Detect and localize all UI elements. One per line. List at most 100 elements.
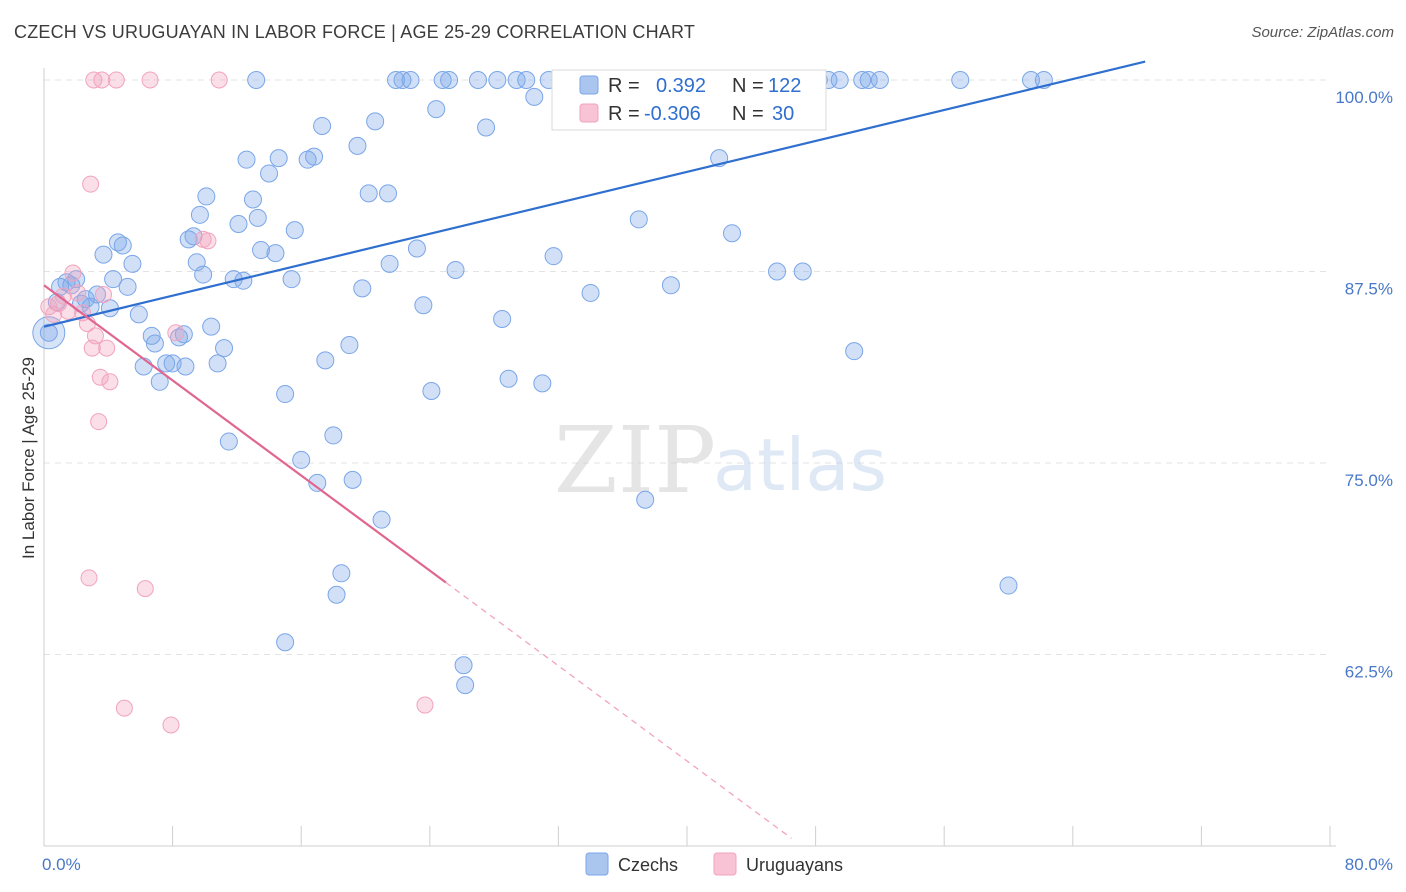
uruguayans-point-4 <box>59 302 77 320</box>
czechs-point-2 <box>51 277 70 296</box>
czechs-point-10 <box>94 245 113 264</box>
czechs-point-20 <box>145 334 164 353</box>
czechs-point-115 <box>845 342 864 361</box>
trend-lines <box>43 60 1146 839</box>
czechs-point-84 <box>525 87 544 106</box>
czechs-point-53 <box>308 473 327 492</box>
legend-bottom-czechs-swatch <box>585 852 609 876</box>
czechs-point-15 <box>118 277 137 296</box>
source-label: Source: ZipAtlas.com <box>1251 24 1394 41</box>
czechs-point-126 <box>456 676 475 695</box>
legend-czechs-r-label: R = <box>608 75 640 97</box>
legend-bottom-uruguayans-swatch <box>713 852 737 876</box>
axes <box>43 68 1336 847</box>
y-tick-label-2: 75.0% <box>1345 471 1393 490</box>
czechs-point-114 <box>830 71 849 89</box>
czechs-point-30 <box>190 205 209 224</box>
uruguayans-point-21 <box>416 696 434 714</box>
czechs-point-76 <box>454 656 473 675</box>
uruguayans-points <box>40 71 434 734</box>
czechs-point-116 <box>853 71 872 89</box>
czechs-point-77 <box>469 71 488 89</box>
czechs-point-87 <box>544 247 563 266</box>
legend-uruguayans-r: -0.306 <box>644 103 701 125</box>
legend-czechs-n-label: N = <box>732 75 764 97</box>
czechs-point-33 <box>202 317 221 336</box>
x-tick-label-0: 0.0% <box>42 855 81 874</box>
uruguayans-point-3 <box>54 287 72 305</box>
watermark-zip: ZIP <box>554 407 716 514</box>
stats-legend: R = 0.392 N = 122 R = -0.306 N = 30 <box>551 69 827 131</box>
legend-uruguayans-r-label: R = <box>608 103 640 125</box>
czechs-point-95 <box>636 490 655 509</box>
czechs-point-82 <box>507 71 526 89</box>
uruguayans-point-6 <box>69 284 87 302</box>
czechs-point-81 <box>499 369 518 388</box>
czechs-point-60 <box>348 136 367 155</box>
uruguayans-point-24 <box>199 232 217 250</box>
czechs-point-59 <box>343 470 362 489</box>
czechs-point-108 <box>768 262 787 281</box>
czechs-point-large <box>32 316 66 350</box>
czechs-point-54 <box>313 116 332 135</box>
uruguayans-point-18 <box>136 580 154 598</box>
uruguayans-point-29 <box>210 71 228 89</box>
y-axis-label: In Labor Force | Age 25-29 <box>19 357 38 559</box>
czechs-point-55 <box>316 351 335 370</box>
legend-uruguayans-n-label: N = <box>732 103 764 125</box>
uruguayans-point-5 <box>64 264 82 282</box>
legend-czechs-r: 0.392 <box>656 75 706 97</box>
czechs-point-98 <box>661 276 680 295</box>
uruguayans-point-20 <box>162 716 180 734</box>
czechs-points <box>32 71 1053 695</box>
czechs-point-78 <box>477 118 496 137</box>
czechs-point-124 <box>327 585 346 604</box>
czechs-point-69 <box>407 239 426 258</box>
czechs-point-16 <box>123 254 142 273</box>
uruguayans-point-22 <box>167 324 185 342</box>
czechs-point-79 <box>488 71 507 89</box>
czechs-point-34 <box>208 354 227 373</box>
czechs-point-63 <box>366 112 385 131</box>
czechs-point-66 <box>387 71 406 89</box>
czechs-point-41 <box>243 190 262 209</box>
uruguayans-point-15 <box>98 339 116 357</box>
czechs-point-91 <box>581 283 600 302</box>
czechs-point-43 <box>252 241 271 260</box>
uruguayans-trend-line <box>43 284 447 584</box>
czechs-point-74 <box>440 71 459 89</box>
uruguayans-point-11 <box>86 327 104 345</box>
czechs-point-31 <box>194 265 213 284</box>
czechs-point-22 <box>157 354 176 373</box>
czechs-trend-line <box>43 60 1146 328</box>
czechs-point-12 <box>104 270 123 289</box>
legend-czechs-n: 122 <box>768 75 801 97</box>
czechs-point-38 <box>229 215 248 234</box>
czechs-point-103 <box>723 224 742 243</box>
czechs-point-125 <box>276 633 295 652</box>
czechs-point-57 <box>332 564 351 583</box>
uruguayans-point-28 <box>141 71 159 89</box>
czechs-point-9 <box>88 285 107 304</box>
czechs-point-21 <box>150 372 169 391</box>
czechs-point-3 <box>57 273 76 292</box>
czechs-point-68 <box>401 71 420 89</box>
uruguayans-point-16 <box>101 373 119 391</box>
uruguayans-point-13 <box>91 368 109 386</box>
czechs-point-44 <box>260 164 279 183</box>
czechs-point-62 <box>359 184 378 203</box>
czechs-point-36 <box>219 432 238 451</box>
uruguayans-point-17 <box>80 569 98 587</box>
x-tick-labels: 0.0% 80.0% <box>42 855 1393 874</box>
chart-title: CZECH VS URUGUAYAN IN LABOR FORCE | AGE … <box>14 22 696 42</box>
czechs-point-118 <box>870 71 889 89</box>
uruguayans-point-12 <box>90 413 108 431</box>
uruguayans-trend-extension <box>445 581 792 839</box>
czechs-point-75 <box>446 260 465 279</box>
y-tick-labels: 100.0% 87.5% 75.0% 62.5% <box>1335 88 1393 682</box>
uruguayans-point-19 <box>115 699 133 717</box>
legend-bottom-czechs-label: Czechs <box>618 855 678 875</box>
czechs-point-71 <box>422 381 441 400</box>
czechs-point-40 <box>237 150 256 169</box>
